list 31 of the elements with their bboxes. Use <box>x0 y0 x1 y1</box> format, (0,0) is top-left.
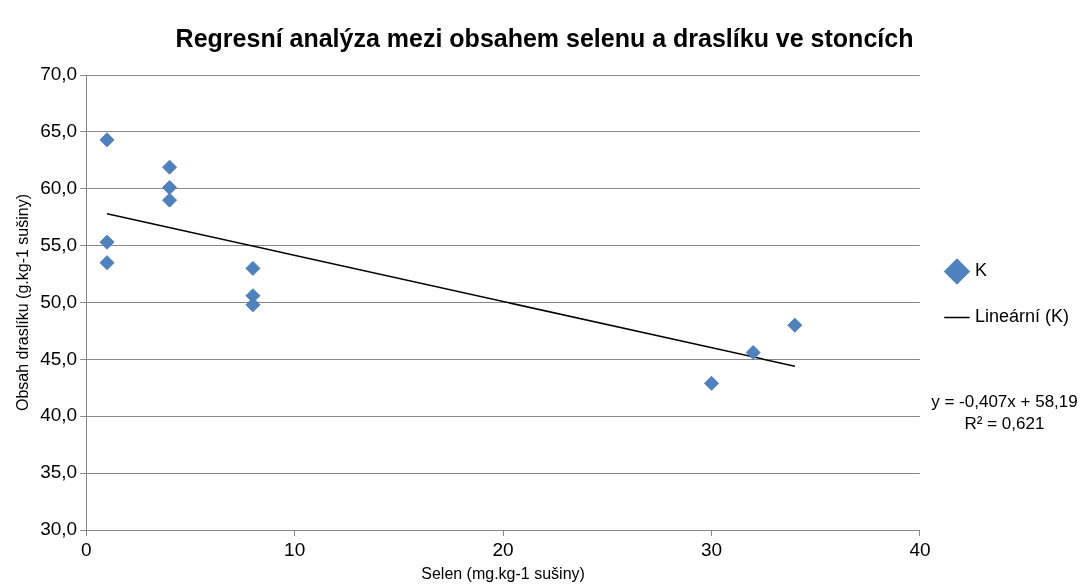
x-tick-label: 20 <box>492 538 514 560</box>
text: R² = 0,621 <box>964 414 1045 434</box>
text: y = -0,407x + 58,19 <box>931 392 1078 412</box>
y-tick-label: 50,0 <box>40 290 78 312</box>
y-tick-label: 40,0 <box>40 404 78 426</box>
point <box>99 234 115 250</box>
point <box>162 192 178 208</box>
y-tick-label: 35,0 <box>40 461 78 483</box>
y-axis-title: Obsah draslíku (g.kg-1 sušiny) <box>14 194 32 411</box>
y-tick-label: 45,0 <box>40 347 78 369</box>
point <box>245 260 261 276</box>
x-axis-title: Selen (mg.kg-1 sušiny) <box>421 564 585 582</box>
legend-label: Lineární (K) <box>974 306 1069 327</box>
x-tick-label: 10 <box>284 538 306 560</box>
x-tick-label: 30 <box>700 538 723 560</box>
point <box>99 255 115 271</box>
x-tick-label: 0 <box>80 538 92 560</box>
y-tick-label: 60,0 <box>40 176 78 198</box>
legend-label: K <box>974 260 987 281</box>
y-tick-label: 70,0 <box>40 63 78 85</box>
point <box>787 317 803 333</box>
point <box>162 180 178 196</box>
x-tick-label: 40 <box>909 538 931 560</box>
point <box>745 345 761 361</box>
point <box>704 375 720 391</box>
y-tick-label: 55,0 <box>40 233 78 255</box>
y-tick-label: 30,0 <box>40 518 78 540</box>
point <box>162 159 178 175</box>
y-tick-label: 65,0 <box>40 120 78 142</box>
chart-title: Regresní analýza mezi obsahem selenu a draslíku ve stoncích <box>175 23 914 52</box>
point <box>99 132 115 148</box>
